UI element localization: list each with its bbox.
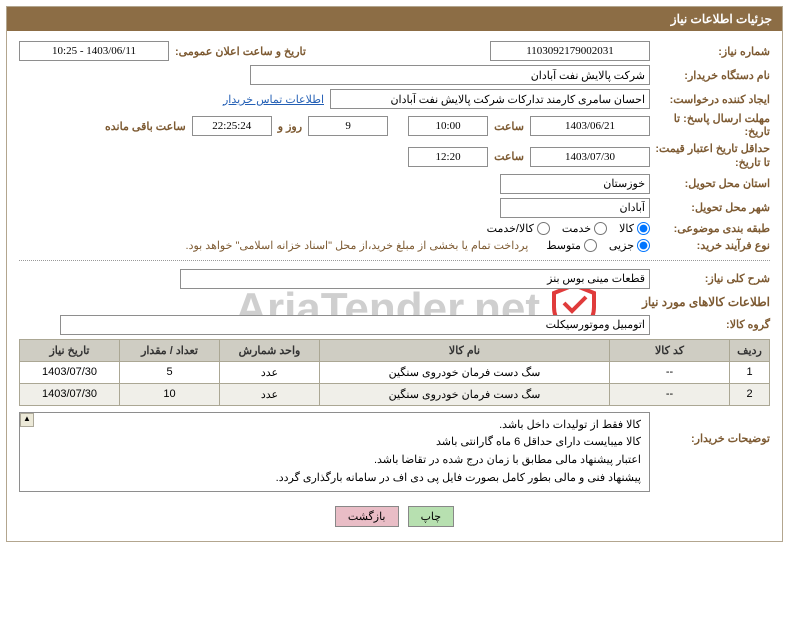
table-cell: 5 <box>120 361 220 383</box>
remaining-label: ساعت باقی مانده <box>99 120 192 133</box>
category-radio-group: کالا خدمت کالا/خدمت <box>479 222 650 235</box>
hour-label-2: ساعت <box>488 150 530 163</box>
requester-label: ایجاد کننده درخواست: <box>650 93 770 106</box>
note-line: کالا میبایست دارای حداقل 6 ماه گارانتی ب… <box>26 434 641 452</box>
table-cell: -- <box>610 361 730 383</box>
table-cell: 10 <box>120 383 220 405</box>
validity-time-input[interactable] <box>408 147 488 167</box>
button-row: چاپ بازگشت <box>19 496 770 531</box>
purchase-medium[interactable]: متوسط <box>546 239 597 252</box>
table-header-row: ردیف کد کالا نام کالا واحد شمارش تعداد /… <box>20 339 770 361</box>
category-service[interactable]: خدمت <box>562 222 607 235</box>
contact-link[interactable]: اطلاعات تماس خریدار <box>223 93 330 106</box>
need-number-label: شماره نیاز: <box>650 45 770 58</box>
table-row: 2--سگ دست فرمان خودروی سنگینعدد101403/07… <box>20 383 770 405</box>
validity-date-input[interactable] <box>530 147 650 167</box>
table-cell: 1403/07/30 <box>20 361 120 383</box>
table-row: 1--سگ دست فرمان خودروی سنگینعدد51403/07/… <box>20 361 770 383</box>
back-button[interactable]: بازگشت <box>335 506 399 527</box>
summary-input[interactable] <box>180 269 650 289</box>
buyer-notes-label: توضیحات خریدار: <box>650 412 770 445</box>
purchase-type-label: نوع فرآیند خرید: <box>650 239 770 252</box>
category-goods[interactable]: کالا <box>619 222 650 235</box>
content-area: AriaTender.net شماره نیاز: تاریخ و ساعت … <box>7 31 782 541</box>
goods-table: ردیف کد کالا نام کالا واحد شمارش تعداد /… <box>19 339 770 406</box>
deadline-time-input[interactable] <box>408 116 488 136</box>
col-qty: تعداد / مقدار <box>120 339 220 361</box>
hour-label-1: ساعت <box>488 120 530 133</box>
goods-group-input[interactable] <box>60 315 650 335</box>
requester-input[interactable] <box>330 89 650 109</box>
col-row: ردیف <box>730 339 770 361</box>
purchase-note: پرداخت تمام یا بخشی از مبلغ خرید،از محل … <box>186 239 539 252</box>
note-line: پیشنهاد فنی و مالی بطور کامل بصورت فایل … <box>26 470 641 488</box>
category-label: طبقه بندی موضوعی: <box>650 222 770 235</box>
col-date: تاریخ نیاز <box>20 339 120 361</box>
buyer-notes-box[interactable]: ▲ کالا فقط از تولیدات داخل باشد.کالا میب… <box>19 412 650 492</box>
col-code: کد کالا <box>610 339 730 361</box>
deadline-label: مهلت ارسال پاسخ: تا تاریخ: <box>650 113 770 139</box>
deadline-date-input[interactable] <box>530 116 650 136</box>
validity-label: حداقل تاریخ اعتبار قیمت: تا تاریخ: <box>650 143 770 169</box>
announcement-label: تاریخ و ساعت اعلان عمومی: <box>169 45 312 58</box>
col-unit: واحد شمارش <box>220 339 320 361</box>
purchase-small[interactable]: جزیی <box>609 239 650 252</box>
table-cell: -- <box>610 383 730 405</box>
note-line: کالا فقط از تولیدات داخل باشد. <box>26 417 641 435</box>
days-and-label: روز و <box>272 120 308 133</box>
title-bar: جزئیات اطلاعات نیاز <box>7 7 782 31</box>
category-goods-service[interactable]: کالا/خدمت <box>487 222 550 235</box>
table-cell: عدد <box>220 361 320 383</box>
province-input[interactable] <box>500 174 650 194</box>
col-name: نام کالا <box>320 339 610 361</box>
print-button[interactable]: چاپ <box>408 506 455 527</box>
remaining-time-input <box>192 116 272 136</box>
table-cell: سگ دست فرمان خودروی سنگین <box>320 361 610 383</box>
scroll-up-icon[interactable]: ▲ <box>20 413 34 427</box>
goods-info-title: اطلاعات کالاهای مورد نیاز <box>19 295 770 309</box>
city-label: شهر محل تحویل: <box>650 201 770 214</box>
remaining-days-input <box>308 116 388 136</box>
buyer-org-input[interactable] <box>250 65 650 85</box>
city-input[interactable] <box>500 198 650 218</box>
purchase-radio-group: جزیی متوسط <box>538 239 650 252</box>
note-line: اعتبار پیشنهاد مالی مطابق با زمان درج شد… <box>26 452 641 470</box>
separator-1 <box>19 260 770 261</box>
table-cell: 1 <box>730 361 770 383</box>
province-label: استان محل تحویل: <box>650 177 770 190</box>
table-cell: عدد <box>220 383 320 405</box>
buyer-org-label: نام دستگاه خریدار: <box>650 69 770 82</box>
main-frame: جزئیات اطلاعات نیاز AriaTender.net شماره… <box>6 6 783 542</box>
table-cell: سگ دست فرمان خودروی سنگین <box>320 383 610 405</box>
need-number-input[interactable] <box>490 41 650 61</box>
table-cell: 1403/07/30 <box>20 383 120 405</box>
summary-label: شرح کلی نیاز: <box>650 272 770 285</box>
table-cell: 2 <box>730 383 770 405</box>
announcement-input[interactable] <box>19 41 169 61</box>
goods-group-label: گروه کالا: <box>650 318 770 331</box>
